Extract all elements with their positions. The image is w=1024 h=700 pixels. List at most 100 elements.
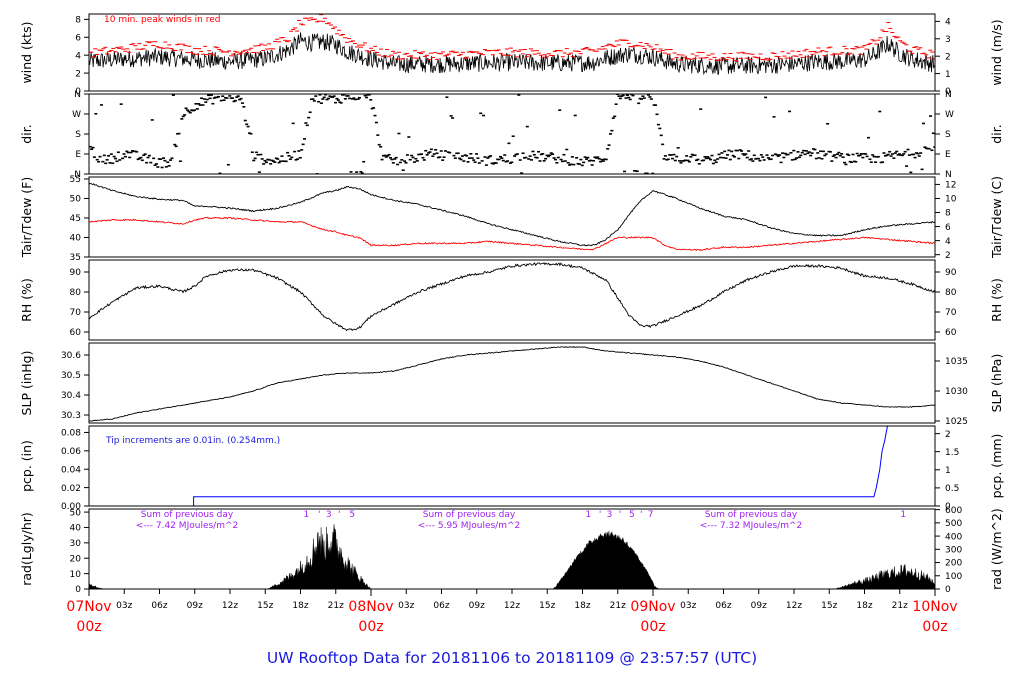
temp-left-tick-label: 55 [70,175,81,185]
rh-left-tick-label: 80 [70,288,82,298]
wind-left-tick-label: 6 [75,33,81,43]
temp-frame [88,176,936,258]
temp-right-tick-label: 12 [945,181,956,191]
slp-left-tick-label: 30.6 [61,351,81,361]
slp-ylabel-left: SLP (inHg) [19,351,34,416]
slp-left-tick-label: 30.3 [61,411,81,421]
dir-left-tick-label: N [74,170,81,180]
rad-note-line1: Sum of previous day [141,510,234,520]
hour-tick-label: 21z [892,601,908,611]
hour-tick-label: 18z [856,601,872,611]
wind-right-tick-label: 0 [945,87,951,97]
rad-hour-mark: 5 [349,510,355,520]
slp-ylabel-right: SLP (hPa) [989,354,1004,413]
hour-tick-label: 09z [751,601,767,611]
rad-hour-mark: 1 [304,510,310,520]
rad-left-tick-label: 10 [70,570,82,580]
rh-line-0 [89,262,935,332]
rad-ylabel-left: rad(Lgly/hr) [19,512,34,586]
temp-right-tick-label: 8 [945,209,951,219]
pcp-annotation: Tip increments are 0.01in. (0.254mm.) [105,436,280,446]
pcp-ylabel-right: pcp. (mm) [989,434,1004,499]
day-label: 10Nov [912,599,957,615]
wind-annotation: 10 min. peak winds in red [104,15,221,25]
pcp-left-tick-label: 0.00 [61,502,81,512]
dir-right-tick-label: W [945,110,954,120]
rad-hour-mark: 1 [900,510,906,520]
wind-ylabel-left: wind (kts) [19,22,34,84]
dir-plot-area [89,94,935,174]
rh-panel: 60 70 80 90 60 70 80 90 RH (%) RH (%) [19,259,1004,341]
rad-hour-mark: 5 [629,510,635,520]
temp-line-Tdew [89,216,935,252]
hour-tick-label: 09z [469,601,485,611]
rad-hour-mark: 1 [586,510,592,520]
hour-tick-label: 12z [504,601,520,611]
pcp-frame [88,425,936,507]
dir-left-tick-label: W [72,110,81,120]
rad-right-tick-label: 500 [945,519,962,529]
hour-tick-label: 03z [680,601,696,611]
rad-left-tick-label: 50 [70,508,82,518]
rad-note-line1: Sum of previous day [705,510,798,520]
pcp-right-tick-label: 1 [945,466,951,476]
hour-tick-label: 15z [539,601,555,611]
pcp-plot-area [89,426,888,506]
day-hour-label: 00z [922,619,947,635]
pcp-left-tick-label: 0.04 [61,465,81,475]
rad-hour-mark: 3 [607,510,613,520]
rh-frame [88,259,936,341]
wind-left-tick-label: 8 [75,16,81,26]
radiation-area [89,524,935,589]
dir-ylabel-left: dir. [19,124,34,143]
slp-right-tick-label: 1035 [945,357,968,367]
slp-right-tick-label: 1030 [945,387,968,397]
hour-tick-label: 21z [610,601,626,611]
day-hour-label: 00z [76,619,101,635]
rh-ylabel-right: RH (%) [989,278,1004,322]
hour-tick-label: 18z [574,601,590,611]
temp-left-tick-label: 50 [70,195,82,205]
wind-left-tick-label: 4 [75,51,81,61]
pcp-right-tick-label: 0 [945,502,951,512]
rad-plot-area [89,524,935,589]
day-label: 07Nov [66,599,111,615]
pcp-left-tick-label: 0.08 [61,429,81,439]
wind-right-tick-label: 4 [945,18,951,28]
day-label: 08Nov [348,599,393,615]
temp-right-tick-label: 6 [945,223,951,233]
hour-tick-label: 15z [821,601,837,611]
hour-tick-label: 21z [328,601,344,611]
wind-plot-area [89,14,935,76]
day-hour-label: 00z [640,619,665,635]
dir-left-tick-label: S [75,130,81,140]
hour-tick-label: 03z [116,601,132,611]
rad-panel: Sum of previous day<--- 7.42 MJoules/m^2… [19,506,1004,595]
pcp-panel: Tip increments are 0.01in. (0.254mm.) 0.0… [19,425,1004,512]
temp-left-tick-label: 45 [70,214,81,224]
dir-left-tick-label: E [75,150,81,160]
pcp-right-tick-label: 0.5 [945,484,959,494]
rad-hour-mark: ' [640,510,642,520]
rad-left-tick-label: 40 [70,524,82,534]
rh-right-tick-label: 70 [945,308,957,318]
slp-frame [88,342,936,424]
temp-left-tick-label: 40 [70,234,82,244]
dir-right-tick-label: N [945,90,952,100]
rad-note-line2: <--- 7.42 MJoules/m^2 [136,521,238,531]
dir-right-tick-label: S [945,130,951,140]
temp-plot-area [89,182,935,252]
hour-tick-label: 03z [398,601,414,611]
rad-hour-mark: ' [338,510,340,520]
hour-tick-label: 15z [257,601,273,611]
wind-ylabel-right: wind (m/s) [989,19,1004,85]
rad-right-tick-label: 600 [945,506,962,516]
rad-left-tick-label: 30 [70,539,82,549]
wind-left-tick-label: 0 [75,87,81,97]
rad-left-tick-label: 0 [75,585,81,595]
slp-line-0 [89,346,935,422]
temp-ylabel-left: Tair/Tdew (F) [19,177,34,258]
day-label: 09Nov [630,599,675,615]
rad-note-line2: <--- 5.95 MJoules/m^2 [418,521,520,531]
slp-plot-area [89,346,935,422]
